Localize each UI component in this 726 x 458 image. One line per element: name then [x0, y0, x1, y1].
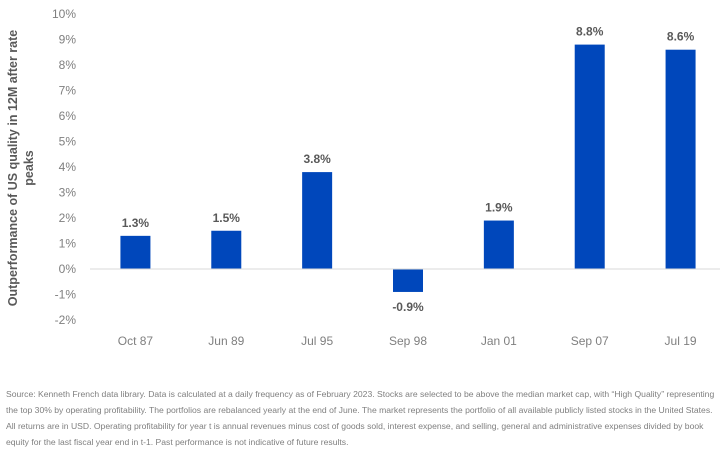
bar-jan-01	[483, 220, 514, 269]
bar-sep-07	[574, 44, 605, 269]
x-axis-ticks: Oct 87 Jun 89 Jul 95 Sep 98 Jan 01 Sep 07 Jul …	[118, 334, 697, 348]
y-axis-title-line: Outperformance of US quality in 12M afte…	[6, 30, 20, 306]
y-tick-label: 7%	[59, 84, 77, 98]
source-footnote: Source: Kenneth French data library. Dat…	[6, 389, 715, 447]
x-tick-label: Sep 98	[389, 334, 427, 348]
x-tick-label: Jul 95	[301, 334, 333, 348]
y-axis-title-line: peaks	[22, 150, 36, 185]
y-tick-label: -1%	[55, 288, 77, 302]
y-tick-label: 9%	[59, 33, 77, 47]
data-label: 8.8%	[576, 25, 604, 39]
data-label: 3.8%	[303, 152, 331, 166]
y-tick-label: 4%	[59, 160, 77, 174]
x-tick-label: Jun 89	[208, 334, 244, 348]
y-tick-label: 5%	[59, 135, 77, 149]
y-tick-label: 10%	[52, 7, 76, 21]
data-label: -0.9%	[392, 300, 424, 314]
y-tick-label: 6%	[59, 109, 77, 123]
bar-jul-95	[302, 172, 333, 269]
data-label: 1.5%	[213, 211, 241, 225]
y-tick-label: 0%	[59, 262, 77, 276]
data-label: 8.6%	[667, 30, 695, 44]
y-tick-label: 3%	[59, 186, 77, 200]
bar-jun-89	[211, 230, 242, 269]
y-axis-ticks: -2% -1% 0% 1% 2% 3% 4% 5% 6% 7% 8% 9% 10%	[52, 7, 76, 327]
bars	[120, 44, 696, 292]
data-labels: 1.3% 1.5% 3.8% -0.9% 1.9% 8.8% 8.6%	[122, 25, 695, 314]
y-axis-title-text: Outperformance of US quality in 12M afte…	[6, 30, 36, 306]
y-axis-title: Outperformance of US quality in 12M afte…	[6, 30, 36, 306]
bar-jul-19	[665, 49, 696, 270]
x-tick-label: Oct 87	[118, 334, 154, 348]
bar-sep-98	[393, 269, 423, 292]
y-tick-label: 2%	[59, 211, 77, 225]
x-tick-label: Sep 07	[571, 334, 609, 348]
data-label: 1.3%	[122, 216, 150, 230]
x-tick-label: Jan 01	[481, 334, 517, 348]
data-label: 1.9%	[485, 201, 513, 215]
y-tick-label: -2%	[55, 313, 77, 327]
y-tick-label: 8%	[59, 58, 77, 72]
x-tick-label: Jul 19	[665, 334, 697, 348]
bar-oct-87	[120, 235, 151, 269]
y-tick-label: 1%	[59, 237, 77, 251]
bar-chart: Outperformance of US quality in 12M afte…	[6, 7, 720, 348]
